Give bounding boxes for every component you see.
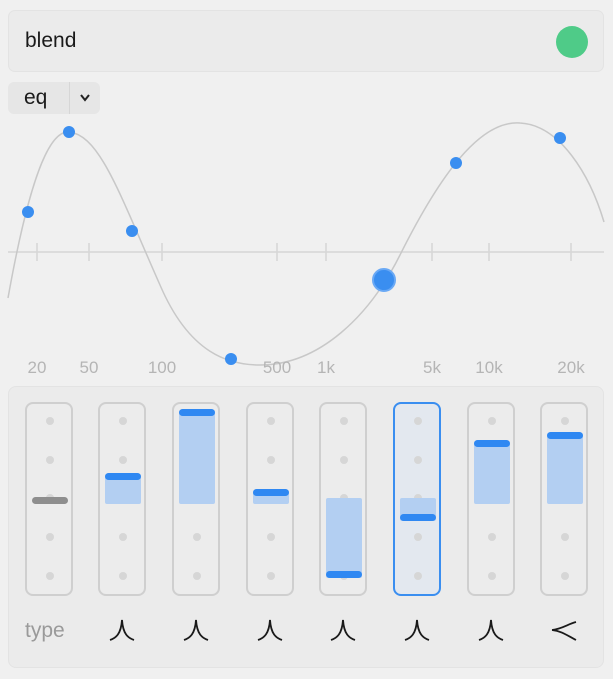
band-point[interactable] <box>22 206 34 218</box>
band-point[interactable] <box>554 132 566 144</box>
slider-step-dot <box>119 533 127 541</box>
peak-filter-icon[interactable] <box>475 616 507 644</box>
band-point[interactable] <box>450 157 462 169</box>
gain-fill <box>547 432 583 504</box>
freq-label: 500 <box>262 358 292 377</box>
slider-step-dot <box>119 417 127 425</box>
slider-handle[interactable] <box>474 439 510 447</box>
slider-step-dot <box>46 533 54 541</box>
eq-response-graph[interactable] <box>0 115 613 380</box>
peak-filter-icon[interactable] <box>106 616 138 644</box>
slider-handle[interactable] <box>179 409 215 416</box>
slider-step-dot <box>46 456 54 464</box>
slider-handle[interactable] <box>32 497 68 504</box>
slider-step-dot <box>340 456 348 464</box>
band-slider[interactable] <box>393 402 441 596</box>
slider-step-dot <box>340 417 348 425</box>
freq-label: 50 <box>79 358 99 377</box>
slider-step-dot <box>488 417 496 425</box>
freq-label: 5k <box>423 358 441 377</box>
freq-label: 1k <box>317 358 335 377</box>
band-point[interactable] <box>126 225 138 237</box>
slider-step-dot <box>414 572 422 580</box>
band-slider[interactable] <box>246 402 294 596</box>
slider-step-dot <box>414 417 422 425</box>
slider-step-dot <box>193 572 201 580</box>
slider-step-dot <box>561 417 569 425</box>
slider-handle[interactable] <box>253 489 289 497</box>
lowpass-filter-icon[interactable] <box>548 616 580 644</box>
band-slider[interactable] <box>98 402 146 596</box>
slider-step-dot <box>561 533 569 541</box>
peak-filter-icon[interactable] <box>401 616 433 644</box>
chevron-down-icon[interactable] <box>70 82 100 114</box>
band-slider[interactable] <box>540 402 588 596</box>
slider-handle[interactable] <box>400 513 436 521</box>
slider-step-dot <box>488 533 496 541</box>
slider-step-dot <box>561 572 569 580</box>
slider-handle[interactable] <box>326 570 362 578</box>
header-title: blend <box>25 29 77 52</box>
slider-step-dot <box>267 417 275 425</box>
slider-step-dot <box>46 572 54 580</box>
slider-step-dot <box>46 417 54 425</box>
slider-step-dot <box>267 456 275 464</box>
gain-fill <box>326 498 362 578</box>
freq-label: 20k <box>557 358 585 377</box>
band-slider[interactable] <box>467 402 515 596</box>
slider-step-dot <box>414 456 422 464</box>
mode-dropdown-value: eq <box>8 82 70 114</box>
slider-step-dot <box>267 533 275 541</box>
slider-step-dot <box>119 456 127 464</box>
slider-step-dot <box>119 572 127 580</box>
freq-label: 10k <box>475 358 503 377</box>
freq-label: 20 <box>27 358 47 377</box>
slider-step-dot <box>488 572 496 580</box>
peak-filter-icon[interactable] <box>254 616 286 644</box>
peak-filter-icon[interactable] <box>327 616 359 644</box>
slider-step-dot <box>267 572 275 580</box>
gain-fill <box>179 410 215 504</box>
mode-dropdown[interactable]: eq <box>8 82 100 114</box>
band-point[interactable] <box>225 353 237 365</box>
slider-handle[interactable] <box>547 431 583 439</box>
gain-fill <box>474 440 510 504</box>
band-point[interactable] <box>63 126 75 138</box>
band-slider[interactable] <box>25 402 73 596</box>
status-indicator[interactable] <box>556 26 588 58</box>
slider-handle[interactable] <box>105 473 141 481</box>
slider-step-dot <box>414 533 422 541</box>
freq-label: 100 <box>147 358 177 377</box>
response-curve <box>7 122 605 366</box>
slider-step-dot <box>193 533 201 541</box>
header-bar: blend <box>8 10 604 72</box>
type-label: type <box>25 619 65 642</box>
band-point[interactable] <box>372 268 396 292</box>
band-slider[interactable] <box>319 402 367 596</box>
band-slider[interactable] <box>172 402 220 596</box>
peak-filter-icon[interactable] <box>180 616 212 644</box>
